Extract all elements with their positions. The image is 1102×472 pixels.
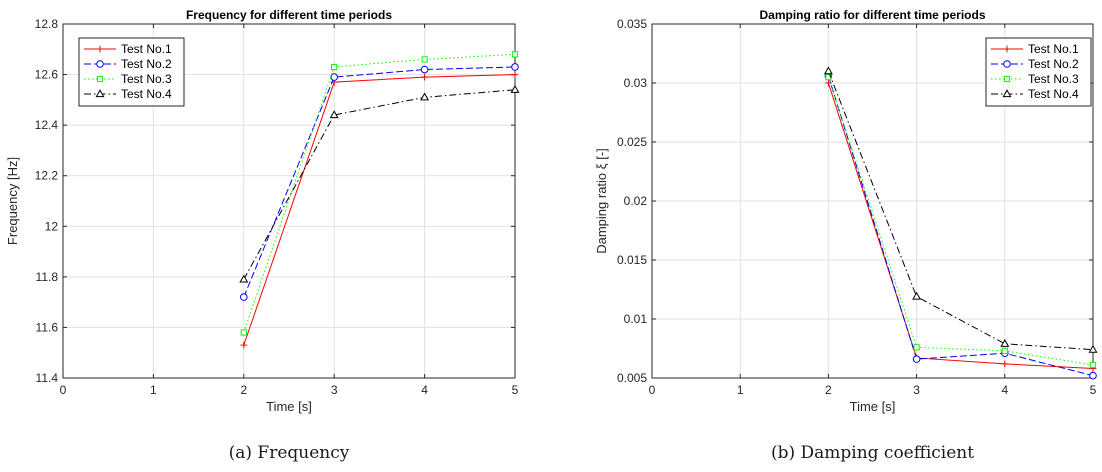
- legend-label: Test No.3: [1028, 72, 1079, 86]
- data-point: [240, 293, 248, 301]
- legend-marker: [96, 45, 104, 53]
- chart-title: Damping ratio for different time periods: [759, 8, 985, 22]
- series-line: [243, 89, 516, 280]
- data-point: [330, 73, 339, 81]
- x-tick-label: 4: [1001, 383, 1008, 397]
- axes-box: [62, 23, 516, 379]
- legend-label: Test No.2: [121, 57, 172, 71]
- y-tick-label: 11.6: [36, 320, 59, 334]
- series-line: [827, 76, 1094, 366]
- x-tick-label: 3: [331, 383, 338, 397]
- series-line: [243, 53, 516, 333]
- data-point: [239, 274, 249, 283]
- y-tick-label: 11.4: [36, 371, 59, 385]
- y-tick-label: 0.025: [617, 135, 647, 149]
- figure-caption: (a) Frequency: [229, 443, 350, 463]
- y-tick-label: 0.015: [617, 253, 647, 267]
- data-point: [1001, 347, 1008, 354]
- y-tick-label: 0.02: [624, 194, 648, 208]
- legend-marker: [1002, 89, 1012, 98]
- legend-label: Test No.3: [121, 72, 172, 86]
- data-point: [511, 71, 519, 78]
- legend-marker: [96, 60, 104, 68]
- legend-marker: [95, 89, 105, 98]
- y-tick-label: 12.8: [35, 17, 59, 31]
- frequency-chart: Frequency for different time periods Tim…: [5, 8, 520, 463]
- x-tick-label: 2: [825, 383, 832, 397]
- series-line: [243, 66, 516, 298]
- y-tick-label: 12.2: [35, 169, 59, 183]
- legend-marker: [1003, 60, 1011, 68]
- data-point: [1089, 361, 1097, 369]
- series-line: [827, 82, 1094, 370]
- y-tick-label: 0.03: [624, 76, 648, 90]
- data-point: [823, 66, 833, 75]
- legend-label: Test No.1: [1028, 42, 1079, 56]
- legend-label: Test No.1: [121, 42, 172, 56]
- y-tick-label: 12.4: [35, 118, 59, 132]
- figure-caption: (b) Damping coefficient: [771, 443, 974, 463]
- data-point: [511, 63, 519, 71]
- series-line: [827, 71, 1094, 351]
- series-line: [827, 75, 1094, 377]
- legend-label: Test No.4: [1028, 87, 1079, 101]
- x-tick-label: 1: [737, 383, 744, 397]
- legend-marker: [1003, 75, 1011, 83]
- data-point: [1000, 338, 1010, 347]
- x-tick-label: 5: [1090, 383, 1097, 397]
- data-point: [1001, 360, 1009, 368]
- data-point: [420, 65, 429, 74]
- legend-label: Test No.2: [1028, 57, 1079, 71]
- data-point: [511, 51, 519, 58]
- x-axis-label: Time [s]: [850, 399, 896, 414]
- legend-marker: [1003, 45, 1011, 53]
- data-point: [421, 73, 428, 81]
- y-axis-label: Damping ratio ξ [-]: [594, 148, 609, 254]
- series-line: [243, 74, 516, 346]
- data-point: [912, 291, 922, 300]
- data-point: [913, 344, 920, 351]
- y-tick-label: 0.035: [617, 17, 647, 31]
- data-point: [510, 84, 520, 93]
- data-point: [912, 355, 921, 363]
- y-tick-label: 11.8: [36, 270, 59, 284]
- x-tick-label: 5: [512, 383, 519, 397]
- y-axis-label: Frequency [Hz]: [5, 157, 20, 245]
- x-tick-label: 0: [60, 383, 67, 397]
- data-point: [1089, 371, 1097, 380]
- legend-label: Test No.4: [121, 87, 172, 101]
- x-tick-label: 0: [649, 383, 656, 397]
- data-point: [420, 92, 430, 101]
- legend-marker: [96, 75, 104, 83]
- data-point: [329, 110, 339, 119]
- x-tick-label: 3: [913, 383, 920, 397]
- damping-ratio-chart: Damping ratio for different time periods…: [594, 8, 1098, 463]
- chart-title: Frequency for different time periods: [186, 8, 392, 22]
- data-point: [331, 63, 338, 71]
- x-axis-label: Time [s]: [266, 399, 312, 414]
- data-point: [825, 79, 832, 87]
- x-tick-label: 2: [240, 383, 247, 397]
- y-tick-label: 12.6: [35, 68, 59, 82]
- x-tick-label: 1: [150, 383, 157, 397]
- y-tick-label: 0.01: [624, 312, 648, 326]
- y-tick-label: 0.005: [617, 371, 647, 385]
- data-point: [240, 329, 247, 336]
- data-point: [240, 341, 248, 349]
- data-point: [421, 56, 428, 63]
- x-tick-label: 4: [421, 383, 428, 397]
- y-tick-label: 12: [45, 219, 59, 233]
- data-point: [1088, 344, 1098, 353]
